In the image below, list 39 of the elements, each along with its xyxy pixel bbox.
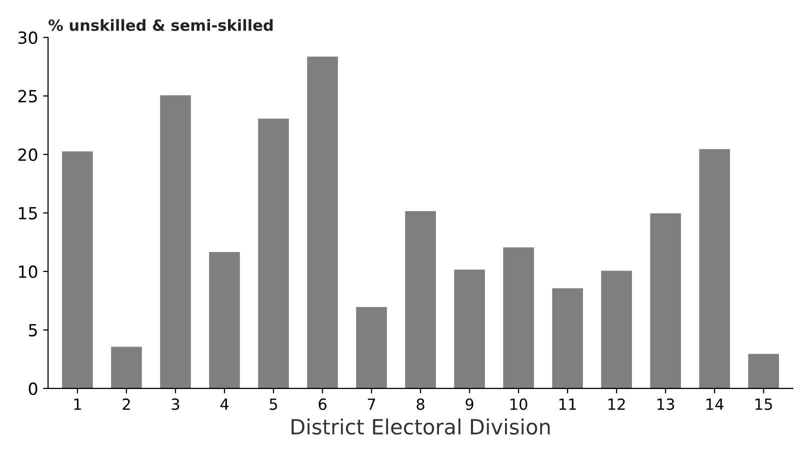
- x-tick-label: 8: [416, 398, 424, 410]
- bar: [552, 288, 583, 388]
- bar: [601, 270, 632, 388]
- bar: [405, 211, 436, 388]
- x-tick-label: 7: [368, 398, 376, 410]
- y-tick-label: 10: [18, 265, 38, 278]
- x-tick-label: 13: [658, 398, 674, 410]
- x-tick-label: 11: [560, 398, 576, 410]
- bar: [503, 247, 534, 388]
- bar: [258, 118, 289, 388]
- bar: [62, 151, 93, 388]
- x-tick-label: 10: [510, 398, 528, 410]
- x-tick-label: 14: [706, 398, 724, 410]
- y-tick-label: 20: [18, 148, 38, 162]
- y-tick-label: 15: [18, 207, 37, 220]
- bar: [748, 354, 779, 388]
- x-tick-label: 1: [74, 398, 81, 410]
- x-tick-label: 5: [270, 398, 278, 410]
- bar: [454, 270, 485, 388]
- bar: [650, 213, 681, 388]
- bar: [160, 95, 191, 388]
- x-tick-label: 3: [172, 398, 180, 410]
- bar: [307, 56, 338, 388]
- bar: [111, 346, 142, 388]
- x-tick-label: 15: [756, 398, 772, 410]
- y-tick-label: 25: [18, 90, 37, 103]
- y-tick-label: 5: [29, 324, 37, 337]
- x-tick-label: 12: [608, 398, 625, 410]
- x-tick-label: 9: [466, 398, 474, 410]
- y-tick-label: 0: [28, 382, 38, 396]
- x-tick-label: 6: [318, 398, 326, 410]
- x-tick-label: 2: [122, 398, 130, 410]
- bar: [209, 252, 240, 388]
- bar: [356, 307, 387, 388]
- y-tick-label: 30: [18, 31, 38, 44]
- x-tick-label: 4: [220, 398, 228, 410]
- y-axis-title: % unskilled & semi-skilled: [48, 19, 273, 31]
- x-axis-title: District Electoral Division: [292, 418, 550, 435]
- bar: [699, 149, 730, 388]
